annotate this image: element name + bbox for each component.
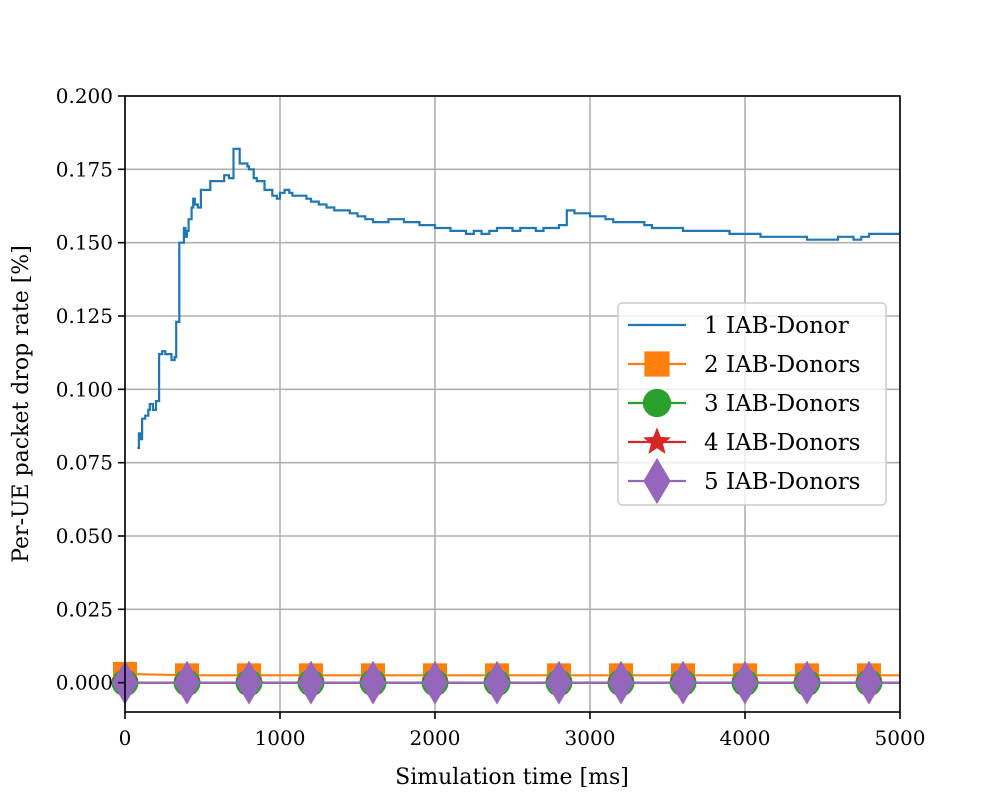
series-5-marker	[360, 660, 386, 705]
plot-frame	[124, 95, 901, 713]
legend-marker-5	[643, 457, 671, 505]
x-tick-label: 5000	[875, 726, 926, 750]
y-tick-label: 0.100	[56, 377, 113, 401]
series-5-marker	[422, 660, 448, 705]
legend-label-2: 2 IAB-Donors	[704, 352, 861, 378]
series-5-marker	[484, 660, 510, 705]
y-axis: 0.000 0.025 0.050 0.075 0.100 0.125 0.150 0.175…	[56, 84, 125, 695]
y-tick-label: 0.050	[56, 524, 113, 548]
legend: 1 IAB-Donor 2 IAB-Donors 3 IAB-Donors 4 IAB…	[617, 302, 887, 506]
x-axis: 0 1000 2000 3000 4000 5000	[119, 712, 926, 750]
series-5-marker	[670, 660, 696, 705]
series-5-marker	[608, 660, 634, 705]
x-tick-label: 4000	[720, 726, 771, 750]
series-5-marker	[236, 660, 262, 705]
legend-label-1: 1 IAB-Donor	[704, 313, 849, 339]
series-line-1	[137, 147, 900, 450]
legend-marker-4	[643, 427, 671, 454]
y-tick-label: 0.125	[56, 304, 113, 328]
series-markers	[111, 660, 883, 705]
x-axis-title: Simulation time [ms]	[395, 765, 629, 790]
x-tick-label: 0	[119, 726, 132, 750]
legend-marker-2	[644, 351, 670, 377]
series-5-marker	[174, 660, 200, 705]
x-tick-label: 2000	[410, 726, 461, 750]
y-tick-label: 0.150	[56, 231, 113, 255]
y-tick-label: 0.175	[56, 157, 113, 181]
y-tick-label: 0.025	[56, 597, 113, 621]
y-tick-label: 0.200	[56, 84, 113, 108]
x-tick-label: 3000	[565, 726, 616, 750]
series-5-marker	[856, 660, 882, 705]
legend-marker-3	[642, 388, 672, 418]
series-5-marker	[546, 660, 572, 705]
legend-box	[617, 302, 887, 506]
legend-label-3: 3 IAB-Donors	[704, 391, 861, 417]
y-axis-title: Per-UE packet drop rate [%]	[9, 245, 34, 563]
legend-label-4: 4 IAB-Donors	[704, 430, 861, 456]
y-tick-label: 0.075	[56, 451, 113, 475]
series-5-marker	[732, 660, 758, 705]
x-tick-label: 1000	[255, 726, 306, 750]
series-5-marker	[298, 660, 324, 705]
y-tick-label: 0.000	[56, 671, 113, 695]
series-5-marker	[794, 660, 820, 705]
legend-label-5: 5 IAB-Donors	[704, 469, 861, 495]
